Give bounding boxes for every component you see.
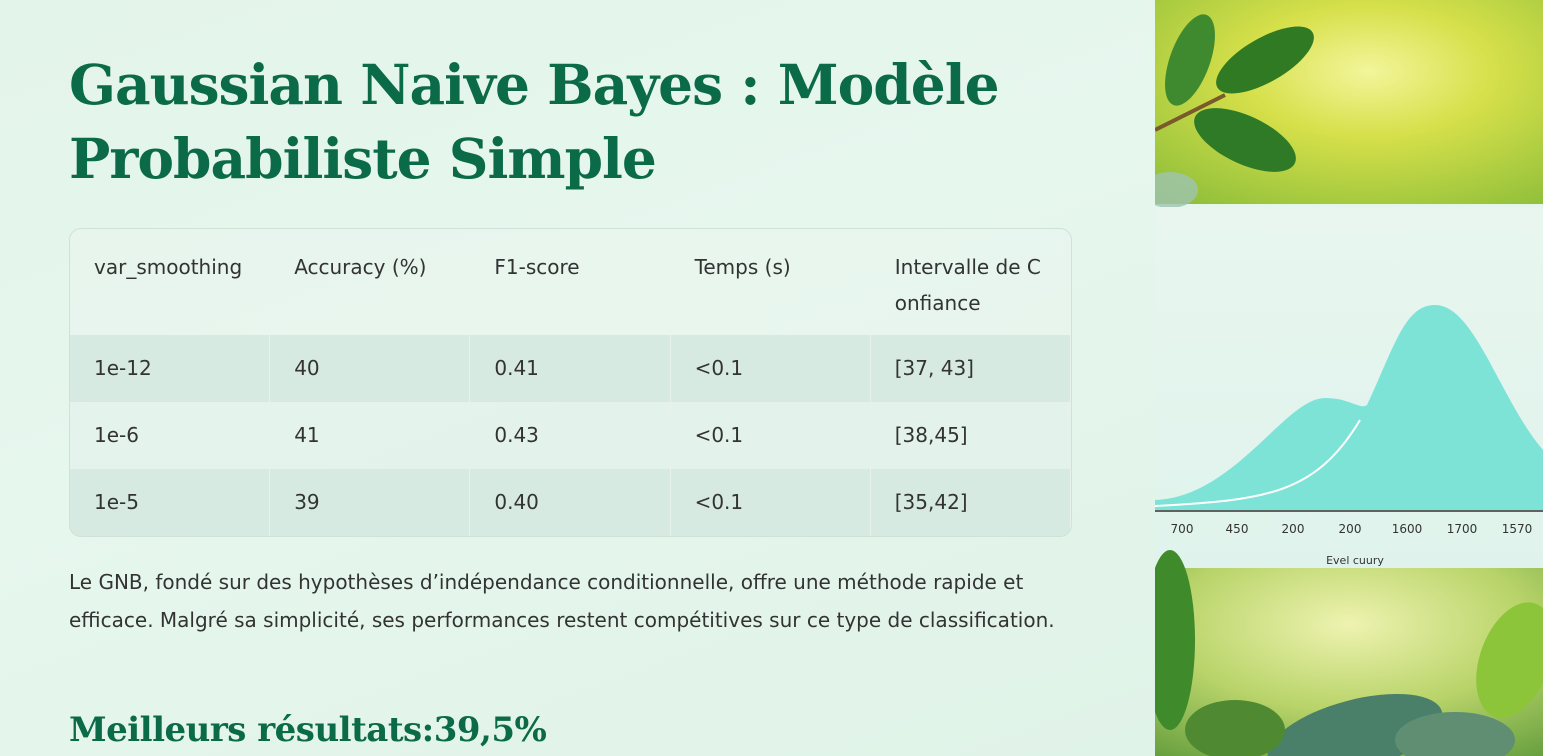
leaf-photo-top — [1155, 0, 1543, 208]
table-cell: 40 — [270, 335, 471, 402]
axis-label: Evel cuury — [1326, 554, 1384, 567]
table-cell: 0.43 — [470, 402, 671, 469]
column-header: Temps (s) — [694, 255, 791, 279]
table-cell: 39 — [270, 469, 471, 536]
column-header: Accuracy (%) — [294, 255, 427, 279]
side-images: 700 450 200 200 1600 1700 1570 Evel cuury — [1155, 0, 1543, 756]
highlight: Meilleurs résultats:39,5% — [69, 710, 547, 750]
table-cell: [37, 43] — [870, 335, 1071, 402]
table-cell: 1e-5 — [70, 469, 271, 536]
column-header: Intervalle de Confiance — [894, 255, 1041, 315]
table-cell: 0.40 — [470, 469, 671, 536]
table-cell: 1e-6 — [70, 402, 271, 469]
tick-label: 200 — [1282, 522, 1305, 536]
table-cell: 41 — [270, 402, 471, 469]
tick-label: 1700 — [1447, 522, 1478, 536]
tick-label: 1570 — [1502, 522, 1533, 536]
paragraph: Le GNB, fondé sur des hypothèses d’indép… — [69, 570, 1055, 632]
table-row: 1e-5 39 0.40 <0.1 [35,42] — [70, 469, 1071, 536]
tick-label: 700 — [1171, 522, 1194, 536]
table-cell: [38,45] — [870, 402, 1071, 469]
column-header: var_smoothing — [94, 255, 243, 279]
tick-label: 1600 — [1392, 522, 1423, 536]
table-cell: <0.1 — [670, 335, 871, 402]
header-row: var_smoothing Accuracy (%) F1-score Temps (… — [70, 229, 1071, 335]
tick-label: 450 — [1226, 522, 1249, 536]
tick-label: 200 — [1339, 522, 1362, 536]
title: Gaussian Naive Bayes : Modèle Probabilis… — [69, 52, 1000, 191]
results-table: var_smoothing Accuracy (%) F1-score Temps (… — [69, 228, 1072, 537]
table-body: 1e-12 40 0.41 <0.1 [37, 43] 1e-6 41 0.43 <0.1 [38… — [70, 335, 1071, 536]
table-row: 1e-12 40 0.41 <0.1 [37, 43] — [70, 335, 1071, 402]
table-cell: [35,42] — [870, 469, 1071, 536]
table-cell: 1e-12 — [70, 335, 271, 402]
table-cell: 0.41 — [470, 335, 671, 402]
table-row: 1e-6 41 0.43 <0.1 [38,45] — [70, 402, 1071, 469]
column-header: F1-score — [494, 255, 580, 279]
leaf-photo-bottom — [1155, 550, 1543, 756]
table-cell: <0.1 — [670, 402, 871, 469]
chart-image: 700 450 200 200 1600 1700 1570 Evel cuury — [1155, 207, 1543, 568]
table-cell: <0.1 — [670, 469, 871, 536]
